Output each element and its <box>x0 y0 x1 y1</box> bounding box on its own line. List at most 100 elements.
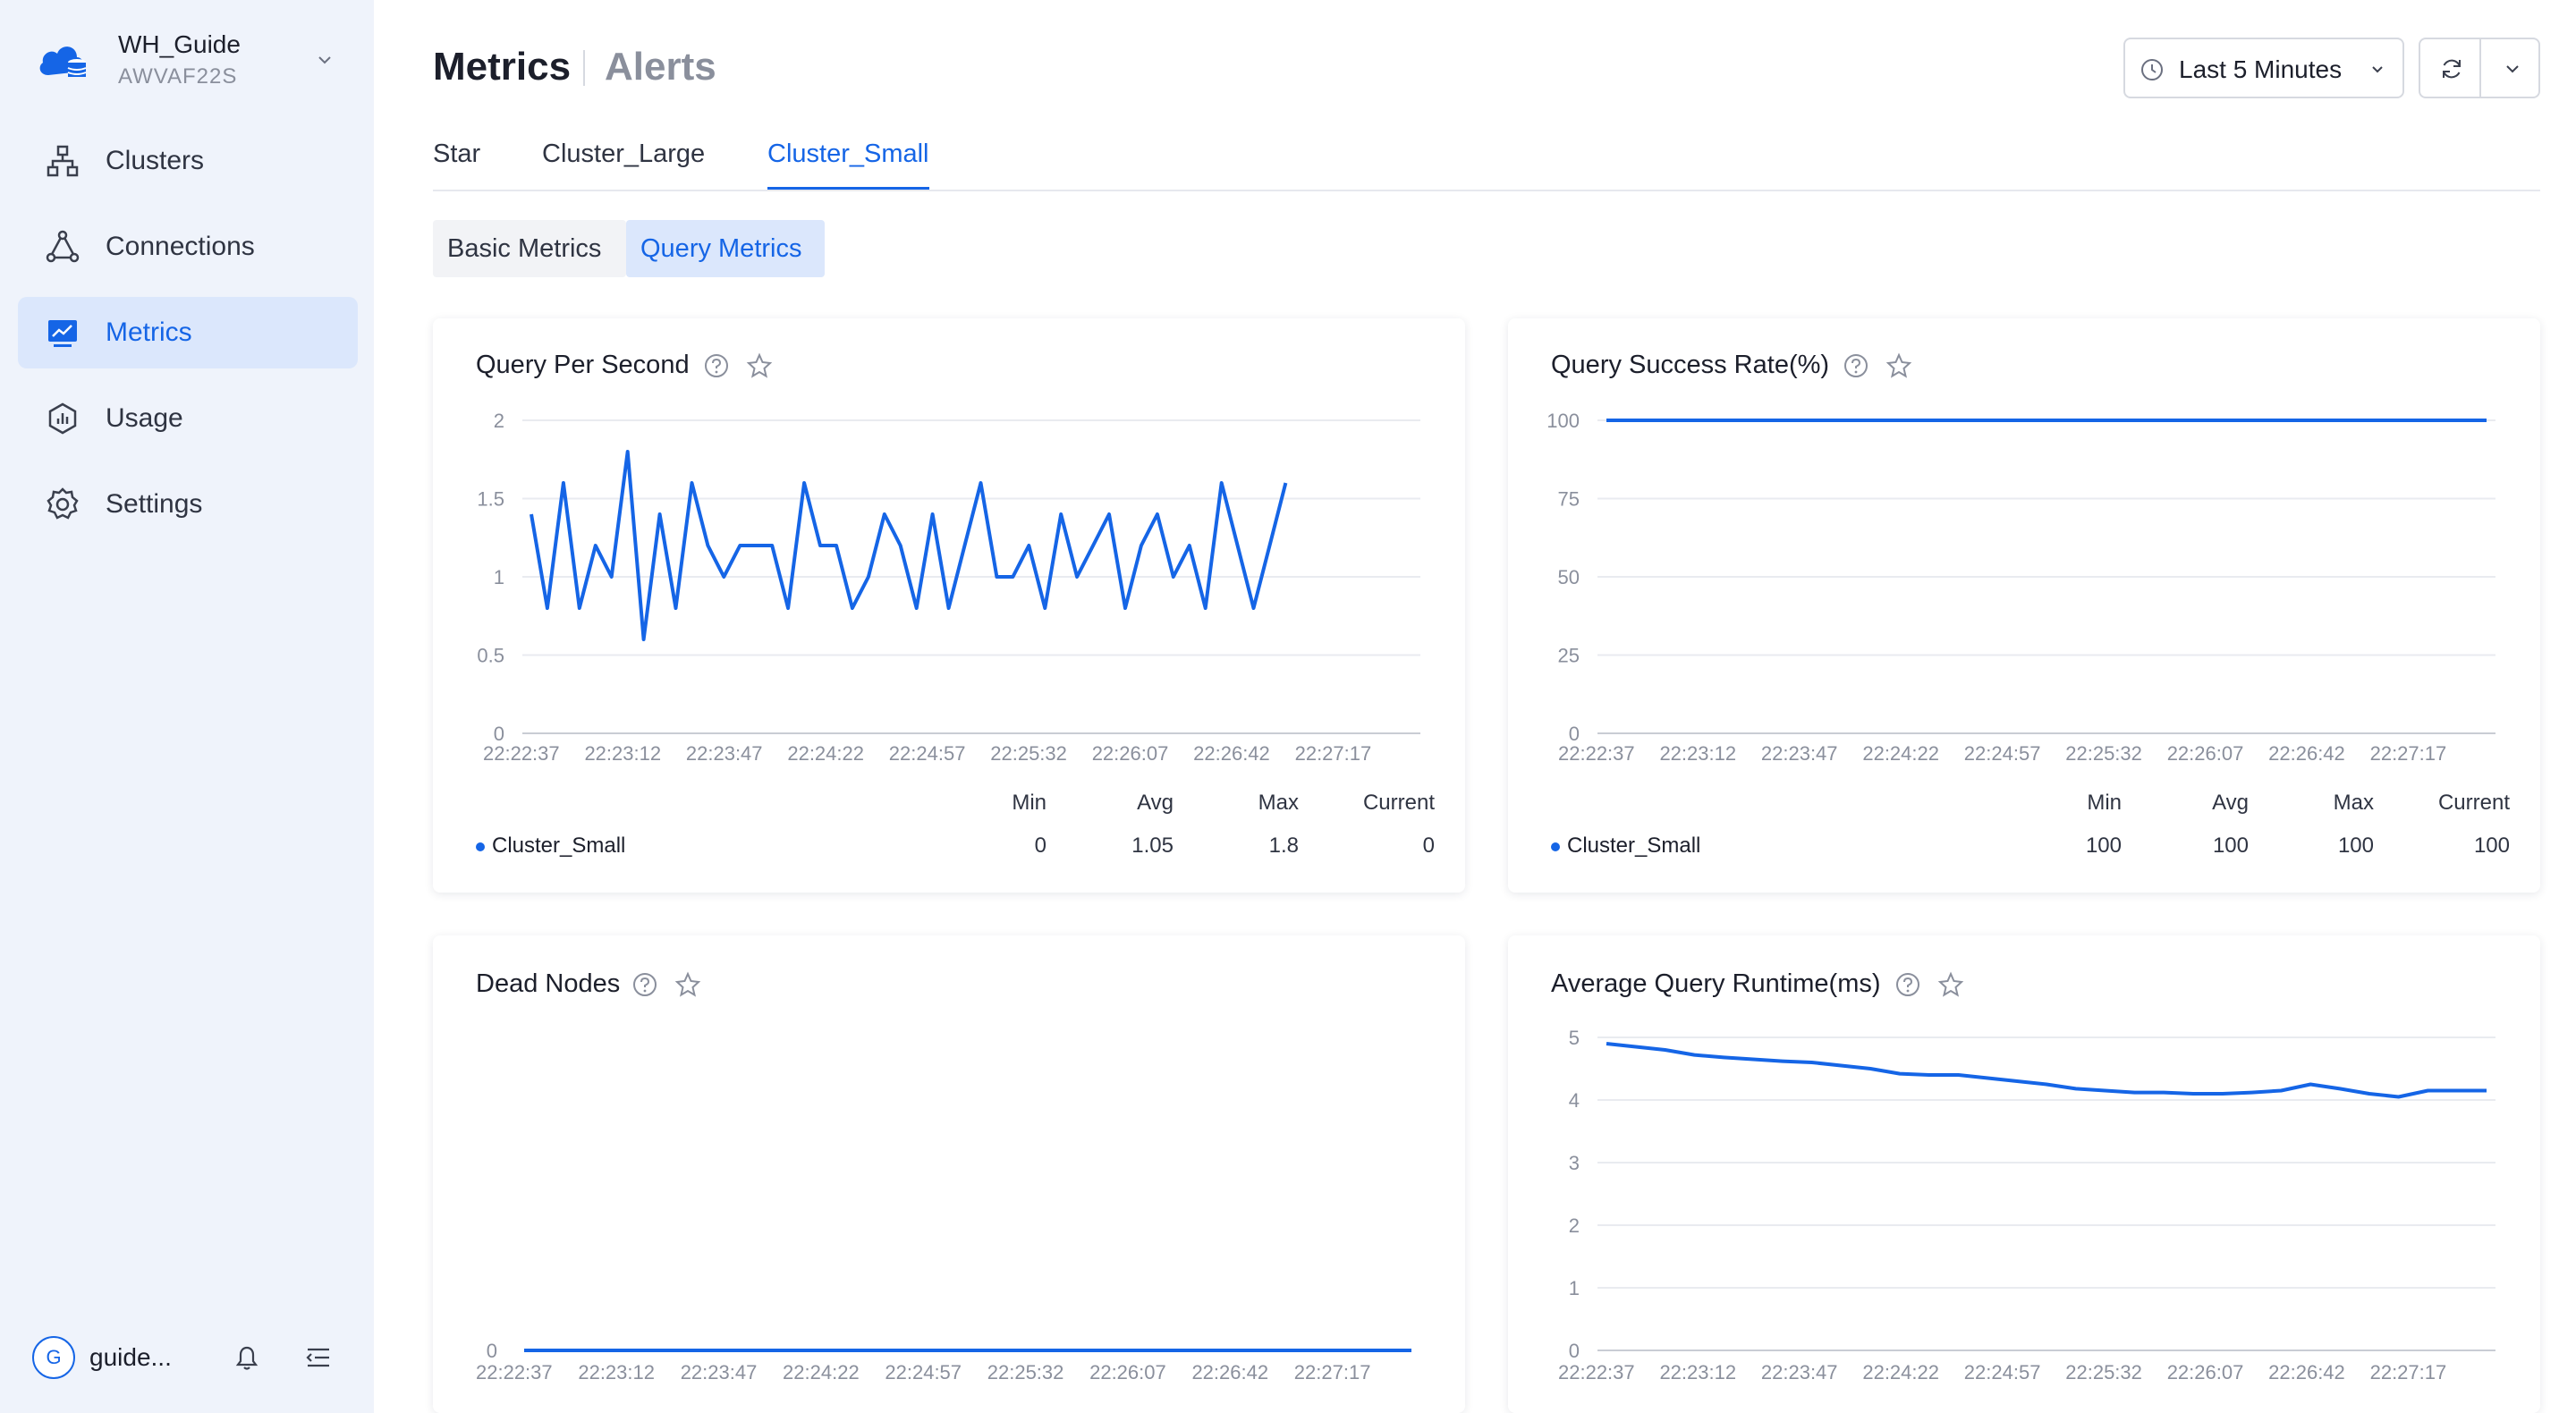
avg-runtime-panel: Average Query Runtime(ms) 0 1 2 3 4 5 22:22:37… <box>1508 935 2540 1413</box>
x-tick-label: 22:26:42 <box>1193 742 1270 765</box>
workspace-switcher[interactable]: WH_Guide AWVAF22S <box>36 29 349 91</box>
x-tick-label: 22:22:37 <box>1558 742 1635 765</box>
star-icon[interactable] <box>746 352 773 379</box>
sidebar-item-label: Clusters <box>106 146 205 175</box>
sidebar-item-label: Usage <box>106 403 183 433</box>
time-range-select[interactable]: Last 5 Minutes <box>2123 38 2404 98</box>
page-title[interactable]: Metrics <box>433 45 572 89</box>
stat-current-value: 100 <box>2473 833 2510 858</box>
sidebar: WH_Guide AWVAF22S Clusters Connections <box>0 0 374 1413</box>
x-tick-label: 22:24:22 <box>1862 1361 1939 1383</box>
dead-nodes-panel: Dead Nodes 0 22:22:37 22:23:12 22:23:47 22:2… <box>433 935 1465 1413</box>
sidebar-nav: Clusters Connections Metrics <box>18 125 358 554</box>
x-tick-label: 22:26:07 <box>1089 1361 1166 1383</box>
sidebar-item-clusters[interactable]: Clusters <box>18 125 358 197</box>
refresh-control <box>2419 38 2540 98</box>
x-tick-label: 22:26:42 <box>2268 1361 2345 1383</box>
x-tick-label: 22:22:37 <box>483 742 560 765</box>
avatar[interactable]: G <box>32 1336 75 1379</box>
sidebar-item-settings[interactable]: Settings <box>18 469 358 540</box>
chevron-down-icon[interactable] <box>2503 59 2522 79</box>
sidebar-item-label: Settings <box>106 489 203 519</box>
time-range-label: Last 5 Minutes <box>2179 55 2343 83</box>
stat-min-header: Min <box>2087 791 2122 815</box>
x-tick-label: 22:26:07 <box>1092 742 1169 765</box>
legend-series-name[interactable]: Cluster_Small <box>492 833 626 858</box>
user-name[interactable]: guide... <box>89 1343 172 1371</box>
collapse-sidebar-icon[interactable] <box>302 1341 335 1374</box>
y-tick-label: 0 <box>494 723 504 745</box>
panel-title: Query Per Second <box>476 351 690 379</box>
refresh-icon[interactable] <box>2438 55 2465 82</box>
x-tick-label: 22:26:07 <box>2167 742 2244 765</box>
y-tick-label: 0.5 <box>477 645 504 667</box>
x-tick-label: 22:24:57 <box>1964 742 2041 765</box>
clock-icon <box>2141 59 2163 80</box>
x-tick-label: 22:27:17 <box>2370 742 2447 765</box>
help-icon[interactable] <box>703 352 730 379</box>
cluster-icon <box>47 145 79 177</box>
x-tick-label: 22:22:37 <box>476 1361 553 1383</box>
x-tick-label: 22:27:17 <box>1295 742 1372 765</box>
help-icon[interactable] <box>631 971 658 998</box>
workspace-name: WH_Guide <box>118 30 241 58</box>
y-tick-label: 0 <box>1569 723 1580 745</box>
sidebar-item-connections[interactable]: Connections <box>18 211 358 283</box>
y-tick-label: 1 <box>1569 1277 1580 1299</box>
series-line <box>1606 1042 2487 1099</box>
dead-nodes-chart: 022:22:37 22:23:12 22:23:47 22:24:22 22:24:5… <box>476 1340 1411 1383</box>
stat-current-header: Current <box>1362 791 1435 815</box>
chevron-down-icon[interactable] <box>315 50 335 70</box>
metrics-icon <box>48 320 77 347</box>
y-tick-label: 1 <box>494 566 504 588</box>
help-icon[interactable] <box>1894 971 1921 998</box>
stat-avg-header: Avg <box>1137 791 1174 815</box>
refresh-divider <box>2479 39 2481 97</box>
x-tick-label: 22:25:32 <box>2065 1361 2142 1383</box>
x-tick-label: 22:23:47 <box>681 1361 758 1383</box>
sidebar-item-metrics[interactable]: Metrics <box>18 297 358 368</box>
x-tick-label: 22:23:47 <box>1761 1361 1838 1383</box>
star-icon[interactable] <box>1937 971 1964 998</box>
y-tick-label: 1.5 <box>477 488 504 511</box>
legend-series-name[interactable]: Cluster_Small <box>1567 833 1701 858</box>
y-tick-label: 0 <box>1569 1340 1580 1362</box>
tab-query-metrics[interactable]: Query Metrics <box>626 220 825 277</box>
x-tick-label: 22:23:12 <box>1659 742 1736 765</box>
y-tick-label: 5 <box>1569 1027 1580 1049</box>
y-tick-label: 4 <box>1569 1089 1580 1112</box>
star-icon[interactable] <box>1885 352 1912 379</box>
sidebar-item-usage[interactable]: Usage <box>18 383 358 454</box>
tab-cluster-small[interactable]: Cluster_Small <box>767 140 929 190</box>
avg-runtime-chart: 0 1 2 3 4 5 22:22:37 22:23:12 22:23:47 22:24:22 22… <box>1558 1027 2496 1383</box>
help-icon[interactable] <box>1843 352 1869 379</box>
bell-icon[interactable] <box>231 1341 263 1374</box>
tab-cluster-large[interactable]: Cluster_Large <box>542 140 706 168</box>
panel-title: Dead Nodes <box>476 969 621 998</box>
x-tick-label: 22:22:37 <box>1558 1361 1635 1383</box>
star-icon[interactable] <box>674 971 701 998</box>
cluster-tabs: Star Cluster_Large Cluster_Small <box>433 140 2540 191</box>
x-tick-label: 22:26:07 <box>2167 1361 2244 1383</box>
series-line <box>530 450 1288 641</box>
stat-max-header: Max <box>2333 791 2374 815</box>
x-tick-label: 22:23:12 <box>584 742 661 765</box>
legend-marker <box>476 842 485 851</box>
x-tick-label: 22:27:17 <box>1294 1361 1371 1383</box>
x-tick-label: 22:25:32 <box>2065 742 2142 765</box>
x-tick-label: 22:24:57 <box>885 1361 962 1383</box>
y-tick-label: 3 <box>1569 1152 1580 1174</box>
tab-star[interactable]: Star <box>433 140 481 168</box>
y-tick-label: 100 <box>1546 410 1580 432</box>
y-tick-label: 25 <box>1558 645 1580 667</box>
usage-icon <box>48 402 77 435</box>
y-tick-label: 2 <box>494 410 504 432</box>
y-tick-label: 75 <box>1558 488 1580 511</box>
alerts-title[interactable]: Alerts <box>605 45 716 89</box>
y-tick-label: 2 <box>1569 1214 1580 1237</box>
x-tick-label: 22:25:32 <box>990 742 1067 765</box>
x-tick-label: 22:23:12 <box>1659 1361 1736 1383</box>
connections-icon <box>46 230 80 263</box>
sidebar-footer: G guide... <box>32 1334 345 1381</box>
tab-basic-metrics[interactable]: Basic Metrics <box>433 220 626 277</box>
